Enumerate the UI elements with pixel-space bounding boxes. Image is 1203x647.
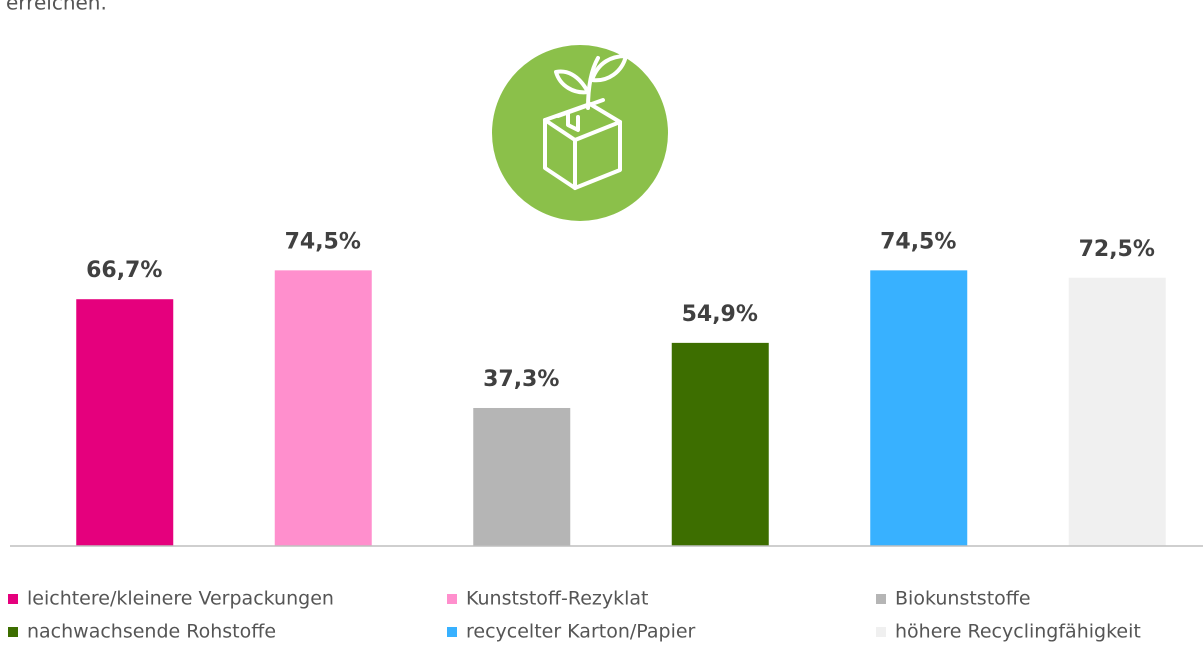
icon xyxy=(492,45,668,221)
legend-swatch xyxy=(8,594,18,604)
legend-swatch xyxy=(8,627,18,637)
value-label: 37,3% xyxy=(483,367,559,392)
legend-swatch xyxy=(876,627,886,637)
caption: erreichen. xyxy=(6,0,107,15)
legend-label: leichtere/kleinere Verpackungen xyxy=(27,588,334,610)
legend-label: recycelter Karton/Papier xyxy=(466,621,696,643)
bar xyxy=(671,342,769,546)
value-label: 74,5% xyxy=(880,229,956,254)
legend-swatch xyxy=(876,594,886,604)
legend-label: Biokunststoffe xyxy=(895,588,1031,610)
bar xyxy=(1068,277,1166,546)
value-label: 66,7% xyxy=(86,258,162,283)
bar xyxy=(870,270,968,546)
value-label: 72,5% xyxy=(1079,237,1155,262)
bar xyxy=(274,270,372,546)
value-label: 74,5% xyxy=(285,229,361,254)
legend-label: Kunststoff-Rezyklat xyxy=(466,588,649,610)
legend-swatch xyxy=(447,627,457,637)
bar xyxy=(473,407,571,546)
legend-label: nachwachsende Rohstoffe xyxy=(27,621,276,643)
value-label: 54,9% xyxy=(682,302,758,327)
bar xyxy=(76,299,174,546)
legend-label: höhere Recyclingfähigkeit xyxy=(895,621,1141,643)
legend-swatch xyxy=(447,594,457,604)
